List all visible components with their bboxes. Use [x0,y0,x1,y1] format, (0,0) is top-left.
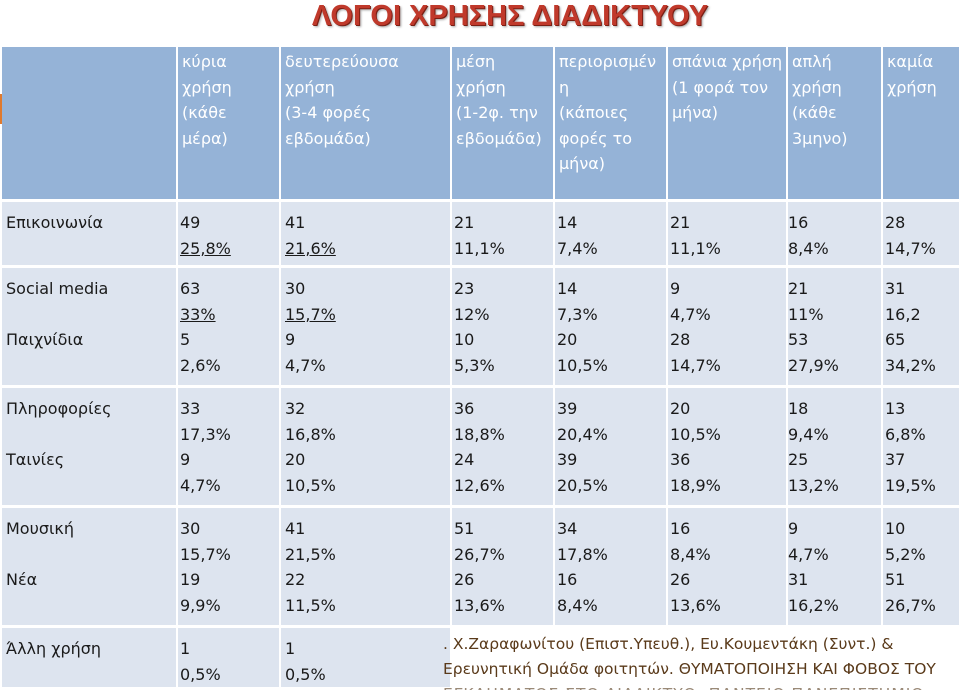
table-cell: 41 21,6% [281,199,452,265]
table-cell: 1 0,5% [178,625,281,687]
table-cell: 51 26,7% 26 13,6% [452,505,555,625]
table-row: Άλλη χρήση 1 0,5% 1 0,5% [2,625,959,687]
table-cell: 21 11,1% [668,199,788,265]
table-row: Μουσική Νέα 30 15,7% 19 9,9% 41 21,5% 22 11,5% … [2,505,959,625]
table-cell: 9 4,7% 31 16,2% [788,505,883,625]
table-cell: 23 12% 10 5,3% [452,265,555,385]
source-caption: . Χ.Ζαραφωνίτου (Επιστ.Υπευθ.), Ευ.Κουμε… [443,632,959,690]
page-title: ΛΟΓΟΙ ΧΡΗΣΗΣ ΔΙΑΔΙΚΤΥΟΥ [311,0,709,32]
table-cell: 28 14,7% [883,199,959,265]
header-cell-blank [2,47,178,199]
header-cell-weekly-3-4: δευτερεύουσα χρήση (3-4 φορές εβδομάδα) [281,47,452,199]
row-label: Social media Παιχνίδια [2,265,178,385]
table-cell: 30 15,7% 19 9,9% [178,505,281,625]
table-cell: 30 15,7% 9 4,7% [281,265,452,385]
table-row: Social media Παιχνίδια 63 33% 5 2,6% 30 15,7%… [2,265,959,385]
table-cell: 16 8,4% 26 13,6% [668,505,788,625]
table-cell: 18 9,4% 25 13,2% [788,385,883,505]
table-cell: 63 33% 5 2,6% [178,265,281,385]
row-label: Πληροφορίες Ταινίες [2,385,178,505]
table-cell: 33 17,3% 9 4,7% [178,385,281,505]
table-cell: 49 25,8% [178,199,281,265]
table-cell: 14 7,3% 20 10,5% [555,265,668,385]
header-cell-daily: κύρια χρήση (κάθε μέρα) [178,47,281,199]
caption-line: . Χ.Ζαραφωνίτου (Επιστ.Υπευθ.), Ευ.Κουμε… [443,635,894,653]
table-cell: 13 6,8% 37 19,5% [883,385,959,505]
table-row: Πληροφορίες Ταινίες 33 17,3% 9 4,7% 32 16,8% 2… [2,385,959,505]
internet-usage-table: κύρια χρήση (κάθε μέρα) δευτερεύουσα χρή… [2,47,959,687]
header-cell-weekly-1-2: μέση χρήση (1-2φ. την εβδομάδα) [452,47,555,199]
table-row: Επικοινωνία 49 25,8% 41 21,6% 21 11,1% 14 7,… [2,199,959,265]
table-cell: 21 11,1% [452,199,555,265]
table-cell: 34 17,8% 16 8,4% [555,505,668,625]
table-cell: 31 16,2 65 34,2% [883,265,959,385]
header-cell-limited: περιορισμέν η (κάποιες φορές το μήνα) [555,47,668,199]
header-row: κύρια χρήση (κάθε μέρα) δευτερεύουσα χρή… [2,47,959,199]
header-cell-rare: σπάνια χρήση (1 φορά τον μήνα) [668,47,788,199]
table-cell: 16 8,4% [788,199,883,265]
table-cell: 32 16,8% 20 10,5% [281,385,452,505]
table-cell: 39 20,4% 39 20,5% [555,385,668,505]
table-cell: 1 0,5% [281,625,452,687]
caption-line: Ερευνητική Ομάδα φοιτητών. ΘΥΜΑΤΟΠΟΙΗΣΗ … [443,660,936,678]
table-cell: 9 4,7% 28 14,7% [668,265,788,385]
header-cell-quarterly: απλή χρήση (κάθε 3μηνο) [788,47,883,199]
row-label: Επικοινωνία [2,199,178,265]
table-cell: 21 11% 53 27,9% [788,265,883,385]
table-cell: 41 21,5% 22 11,5% [281,505,452,625]
caption-cell [452,625,959,687]
row-label: Μουσική Νέα [2,505,178,625]
header-cell-none: καμία χρήση [883,47,959,199]
caption-line-cut: ΕΓΚΛΗΜΑΤΟΣ ΣΤΟ ΔΙΑΔΙΚΤΥΟ. ΠΑΝΤΕΙΟ ΠΑΝΕΠΙ… [443,682,959,690]
table-cell: 36 18,8% 24 12,6% [452,385,555,505]
table-cell: 10 5,2% 51 26,7% [883,505,959,625]
row-label: Άλλη χρήση [2,625,178,687]
table-cell: 20 10,5% 36 18,9% [668,385,788,505]
table-cell: 14 7,4% [555,199,668,265]
